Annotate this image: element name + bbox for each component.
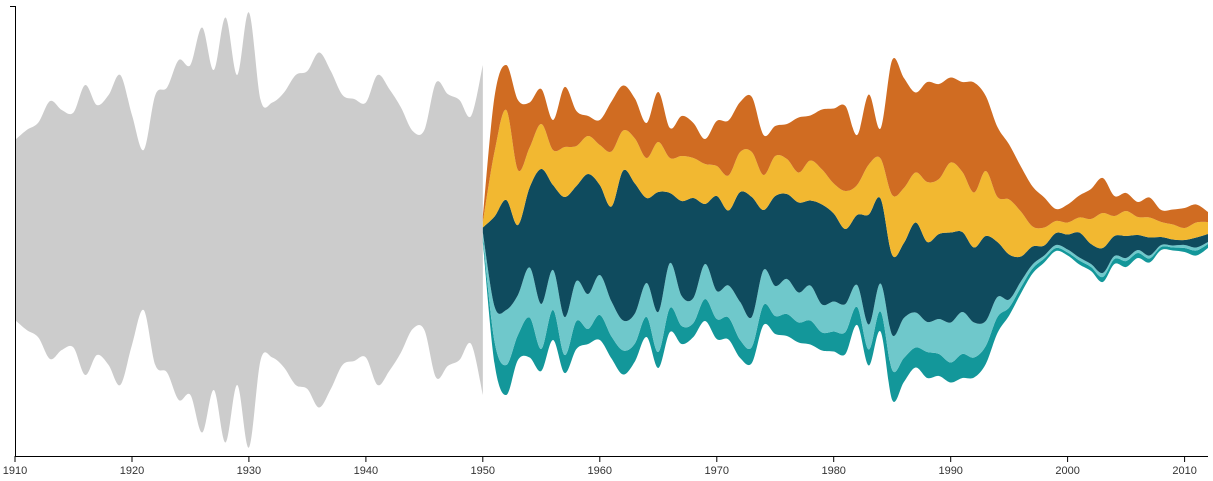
stream-layer-s4 — [482, 109, 1209, 258]
x-axis: 1910 1920 1930 1940 1950 1960 1970 1980 1990 2000… — [3, 6, 1208, 477]
x-tick-label: 1950 — [471, 465, 495, 477]
x-tick-label: 2000 — [1055, 465, 1079, 477]
x-tick-label: 1980 — [821, 465, 845, 477]
x-tick-label: 1920 — [120, 465, 144, 477]
stream-layers — [15, 12, 1209, 448]
stream-layer-s1 — [482, 237, 1209, 402]
x-tick-label: 1910 — [3, 465, 27, 477]
x-tick-label: 2010 — [1172, 465, 1196, 477]
stream-layer-s3 — [482, 168, 1209, 337]
x-tick-label: 1940 — [354, 465, 378, 477]
stream-layer-s5 — [482, 58, 1209, 229]
x-tick-label: 1970 — [705, 465, 729, 477]
pre-1950-stream — [15, 12, 483, 448]
x-tick-label: 1990 — [938, 465, 962, 477]
x-tick-label: 1930 — [237, 465, 261, 477]
x-tick-label: 1960 — [588, 465, 612, 477]
x-axis-ticks: 1910 1920 1930 1940 1950 1960 1970 1980 1990 2000… — [3, 456, 1197, 477]
